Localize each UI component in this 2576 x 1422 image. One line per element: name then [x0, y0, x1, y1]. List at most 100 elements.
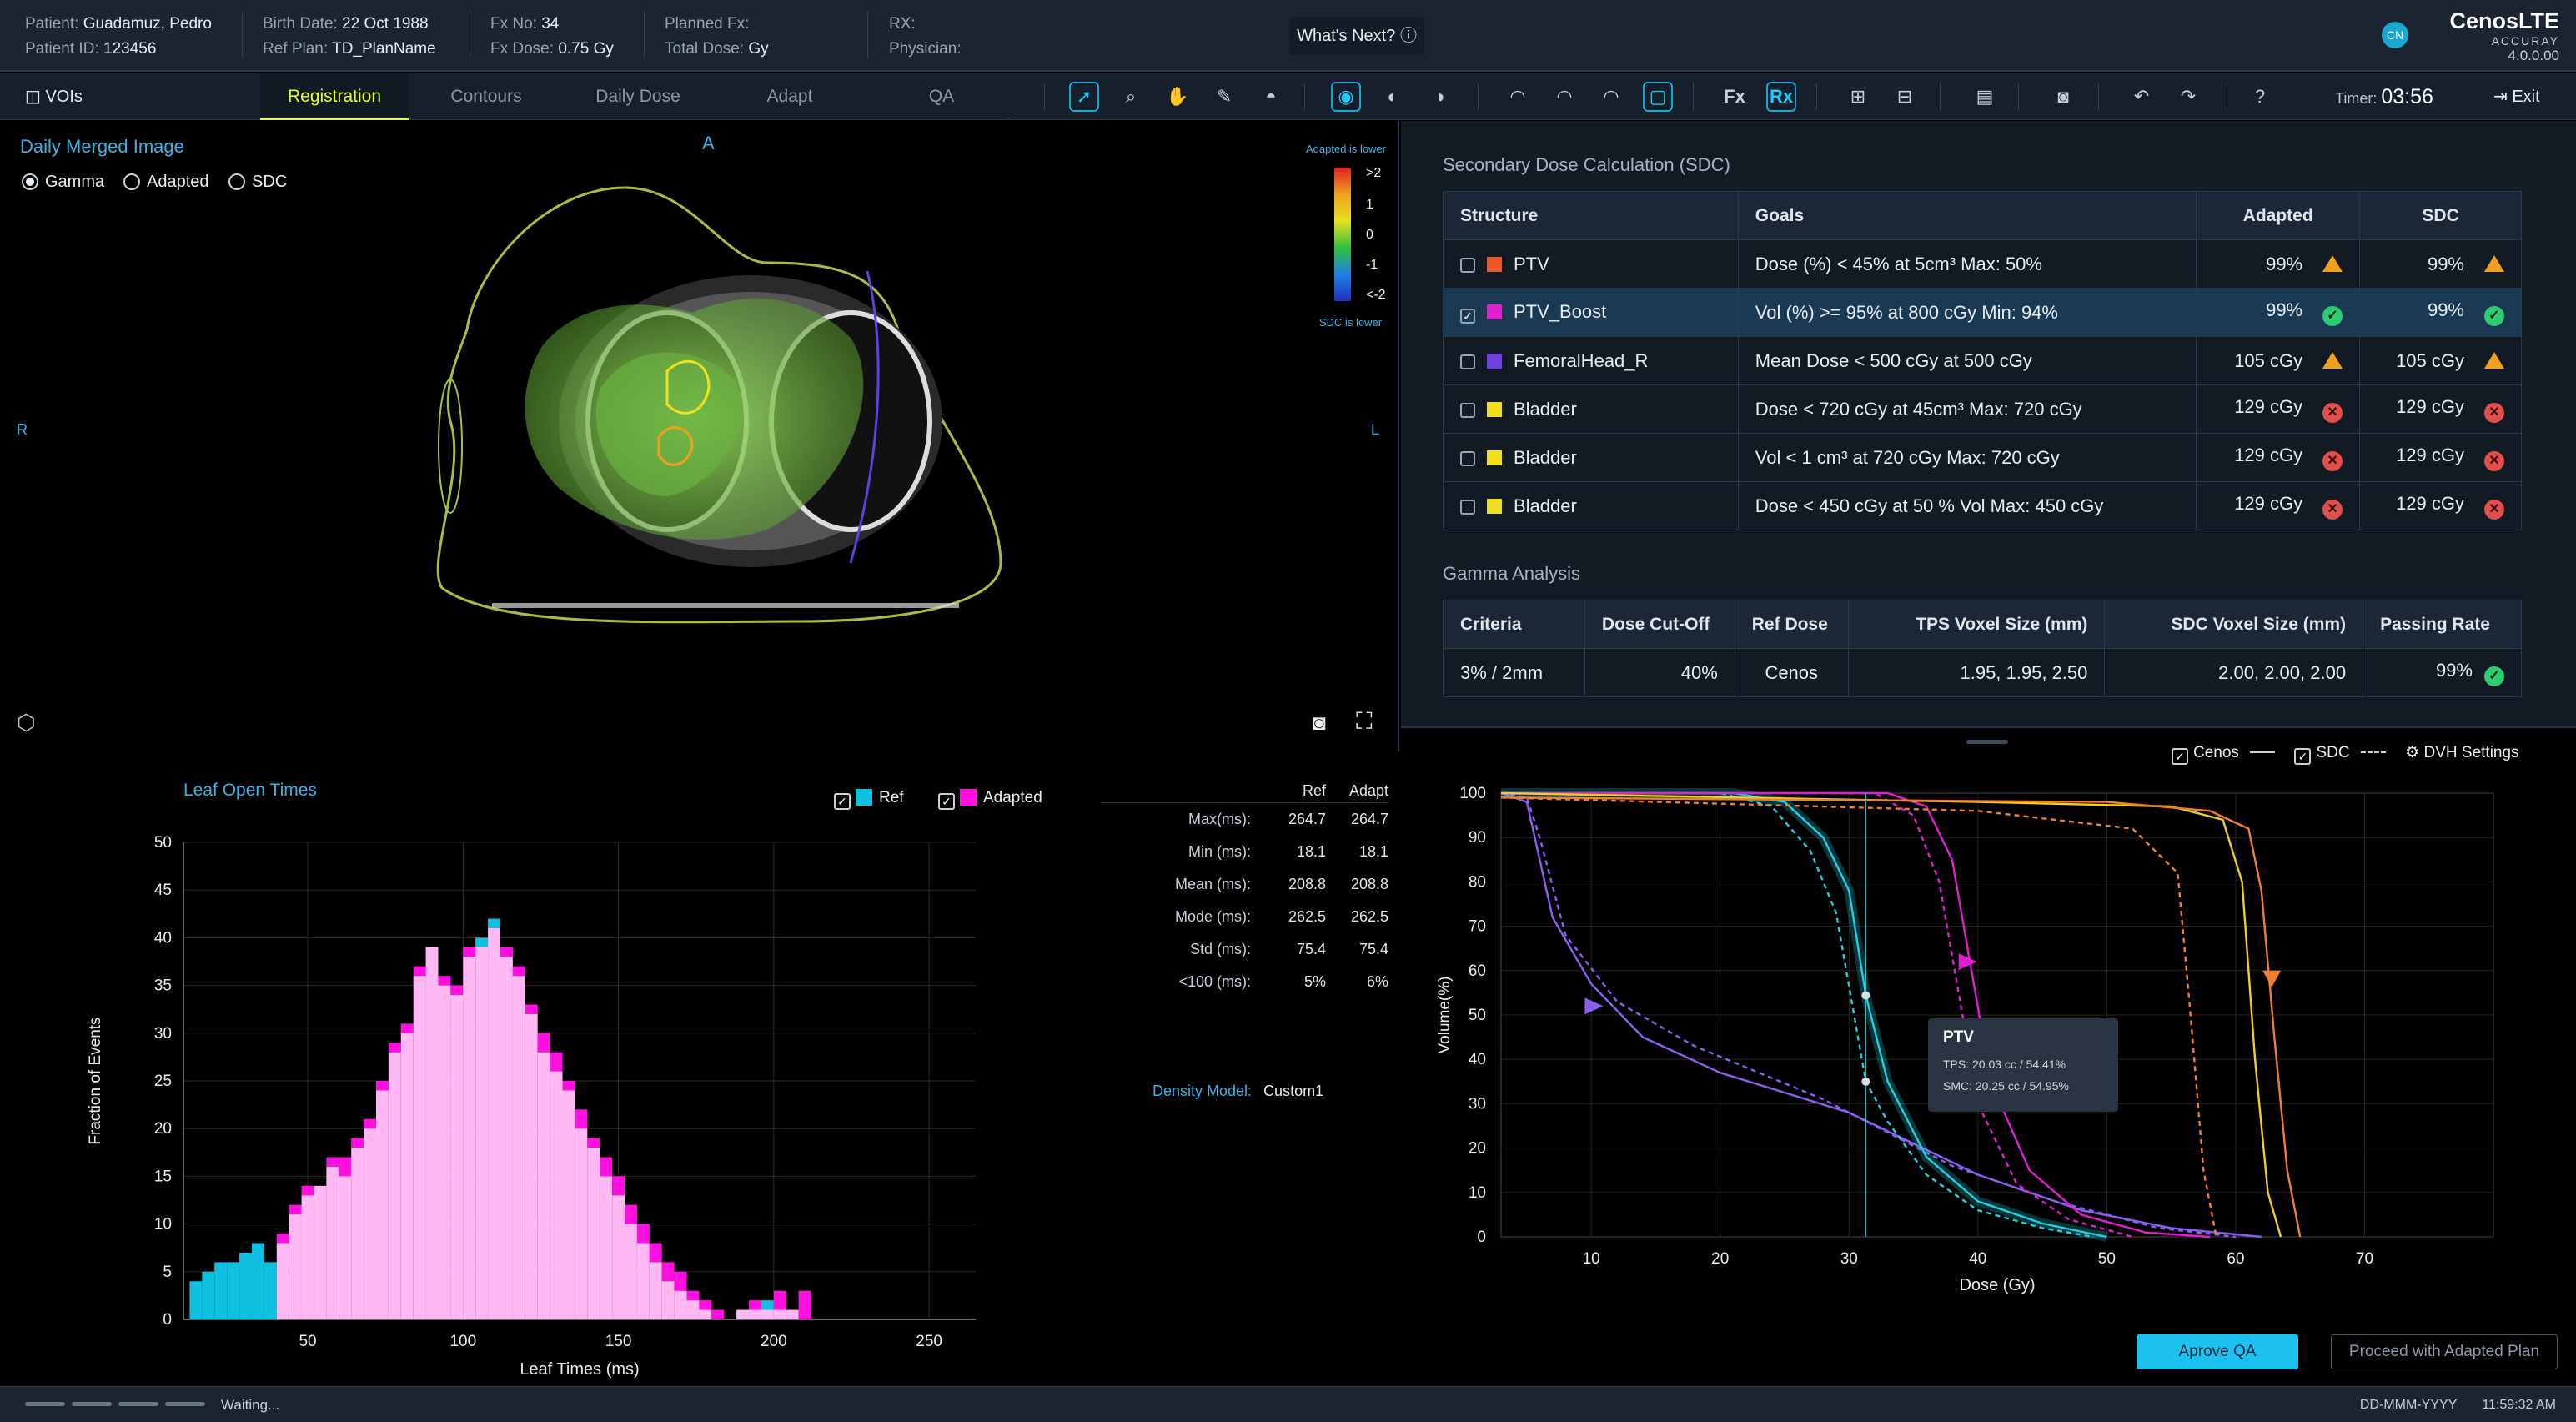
dvh-chart[interactable]: 0 10 20 30 40 50 60 70 80 90 100 10 20 30 40 50 60 70 Dose…: [1434, 778, 2552, 1329]
view-c-icon[interactable]: ◠: [1603, 86, 1619, 107]
value: 129 cGy: [2396, 444, 2464, 465]
sdc-title: Secondary Dose Calculation (SDC): [1443, 154, 1730, 175]
error-icon: ✕: [2484, 499, 2504, 520]
tab-registration[interactable]: Registration: [260, 73, 409, 120]
structure-checkbox[interactable]: [1460, 450, 1475, 466]
avatar[interactable]: CN: [2382, 22, 2408, 48]
vois-button[interactable]: ◫ VOIs: [25, 73, 83, 120]
layout-grid-icon[interactable]: ⊞: [1850, 86, 1866, 107]
sdc-row[interactable]: Bladder Dose < 450 cGy at 50 % Vol Max: 4…: [1443, 481, 2522, 530]
histogram-bar: [364, 1128, 376, 1319]
pan-hand-icon[interactable]: ✋: [1166, 86, 1189, 107]
tab-contours[interactable]: Contours: [450, 87, 522, 106]
y-tick-label: 50: [1469, 1007, 1486, 1024]
orientation-cube-icon[interactable]: ⬡: [17, 710, 36, 735]
layout-split-icon[interactable]: ⊟: [1896, 86, 1913, 107]
structure-checkbox[interactable]: [1460, 499, 1475, 515]
adapted-cell: 99% ✓: [2196, 288, 2361, 337]
measure-icon[interactable]: ✎: [1216, 86, 1233, 107]
histogram-bar: [711, 1309, 725, 1319]
col-adapted[interactable]: Adapted: [2196, 191, 2361, 240]
redo-icon[interactable]: ↷: [2180, 86, 2197, 107]
window-level-icon[interactable]: ◓: [1265, 86, 1277, 107]
histogram-bar: [612, 1176, 625, 1196]
approve-qa-button[interactable]: Aprove QA: [2137, 1334, 2298, 1369]
stat-label: Max(ms):: [1188, 811, 1251, 827]
y-axis-title: Fraction of Events: [87, 1017, 104, 1144]
checkbox[interactable]: ✓: [834, 793, 851, 810]
structure-checkbox[interactable]: [1460, 402, 1475, 418]
structure-checkbox[interactable]: ✓: [1460, 309, 1475, 324]
structure-checkbox[interactable]: [1460, 354, 1475, 369]
histogram-bar: [674, 1290, 687, 1319]
dvh-curve[interactable]: [1500, 791, 2282, 1238]
passing-value: 99%: [2435, 659, 2473, 681]
radio-adapted[interactable]: Adapted: [123, 173, 209, 192]
view-d-icon[interactable]: ▢: [1643, 82, 1673, 112]
image-viewer[interactable]: Daily Merged Image Gamma Adapted SDC A R…: [0, 121, 1399, 751]
dvh-curve[interactable]: [1500, 796, 2217, 1238]
sdc-row[interactable]: FemoralHead_R Mean Dose < 500 cGy at 500 …: [1443, 336, 2522, 385]
divider: [1816, 83, 1817, 110]
help-icon[interactable]: ?: [2254, 86, 2266, 107]
proceed-adapted-plan-button[interactable]: Proceed with Adapted Plan: [2331, 1334, 2558, 1369]
scale-top-note: Adapted is lower: [1306, 143, 1387, 155]
histogram-bar: [636, 1224, 650, 1244]
x-tick-label: 100: [449, 1333, 476, 1350]
dvh-settings-button[interactable]: ⚙ DVH Settings: [2405, 744, 2518, 761]
dvh-curve[interactable]: [1500, 791, 2237, 1239]
tab-daily-dose[interactable]: Daily Dose: [595, 87, 680, 106]
histogram-bar: [612, 1195, 625, 1319]
sdc-row[interactable]: Bladder Vol < 1 cm³ at 720 cGy Max: 720 c…: [1443, 433, 2522, 482]
tab-qa[interactable]: QA: [928, 87, 955, 106]
checkbox-sdc[interactable]: ✓: [2294, 748, 2312, 765]
y-tick-label: 100: [1459, 785, 1486, 802]
body-sagittal-icon[interactable]: ◑: [1434, 86, 1445, 107]
checkbox[interactable]: ✓: [938, 793, 955, 810]
view-b-icon[interactable]: ◠: [1556, 86, 1573, 107]
structure-checkbox[interactable]: [1460, 257, 1475, 273]
body-coronal-icon[interactable]: ◐: [1387, 86, 1398, 107]
legend-label: Adapted: [983, 789, 1042, 806]
col-sdc[interactable]: SDC: [2359, 191, 2522, 240]
resize-handle[interactable]: [1966, 740, 2008, 744]
radio-gamma[interactable]: Gamma: [22, 173, 104, 192]
report-icon[interactable]: ▤: [1976, 86, 1994, 107]
histogram-bar: [500, 947, 513, 957]
sdc-row[interactable]: Bladder Dose < 720 cGy at 45cm³ Max: 720 …: [1443, 384, 2522, 434]
histogram-bar: [761, 1309, 774, 1319]
goal-cell: Dose < 450 cGy at 50 % Vol Max: 450 cGy: [1737, 481, 2197, 530]
dvh-curve[interactable]: [1500, 796, 2302, 1238]
col-goals[interactable]: Goals: [1737, 191, 2197, 240]
zoom-icon[interactable]: ⌕: [1125, 86, 1137, 107]
legend-adapted[interactable]: ✓ Adapted: [938, 789, 1042, 810]
whats-next-button[interactable]: What's Next? ⓘ: [1289, 17, 1424, 55]
dvh-tooltip: PTV TPS: 20.03 cc / 54.41% SMC: 20.25 cc…: [1928, 1018, 2118, 1112]
camera-icon[interactable]: ◙: [2057, 86, 2069, 107]
tab-adapt[interactable]: Adapt: [766, 87, 813, 106]
fx-button[interactable]: Fx: [1724, 86, 1745, 107]
value: 99%: [2427, 253, 2464, 274]
fullscreen-icon[interactable]: ⛶: [1356, 708, 1373, 734]
value: 105 cGy: [2396, 349, 2464, 371]
stat-label: Mode (ms):: [1174, 908, 1251, 925]
col-structure[interactable]: Structure: [1443, 191, 1739, 240]
checkbox-cenos[interactable]: ✓: [2172, 748, 2188, 765]
pointer-icon[interactable]: ➚: [1069, 82, 1099, 112]
undo-icon[interactable]: ↶: [2133, 86, 2150, 107]
patient-id-label: Patient ID:: [25, 40, 99, 58]
fxno-label: Fx No:: [490, 15, 537, 33]
radio-sdc[interactable]: SDC: [228, 173, 287, 192]
y-tick-label: 10: [1469, 1184, 1486, 1202]
progress-segment: [118, 1402, 158, 1406]
info-icon: ⓘ: [1399, 27, 1417, 45]
exit-button[interactable]: ⇥ Exit: [2493, 73, 2540, 120]
sdc-row[interactable]: PTV Dose (%) < 45% at 5cm³ Max: 50% 99% 99%: [1443, 239, 2522, 289]
legend-ref[interactable]: ✓ Ref: [834, 789, 904, 810]
sdc-row[interactable]: ✓ PTV_Boost Vol (%) >= 95% at 800 cGy Min:…: [1443, 288, 2522, 337]
structure-color-swatch: [1487, 304, 1502, 319]
rx-button[interactable]: Rx: [1766, 82, 1796, 112]
body-axial-icon[interactable]: ◉: [1331, 82, 1361, 112]
screenshot-icon[interactable]: ◙: [1313, 710, 1326, 735]
view-a-icon[interactable]: ◠: [1509, 86, 1526, 107]
